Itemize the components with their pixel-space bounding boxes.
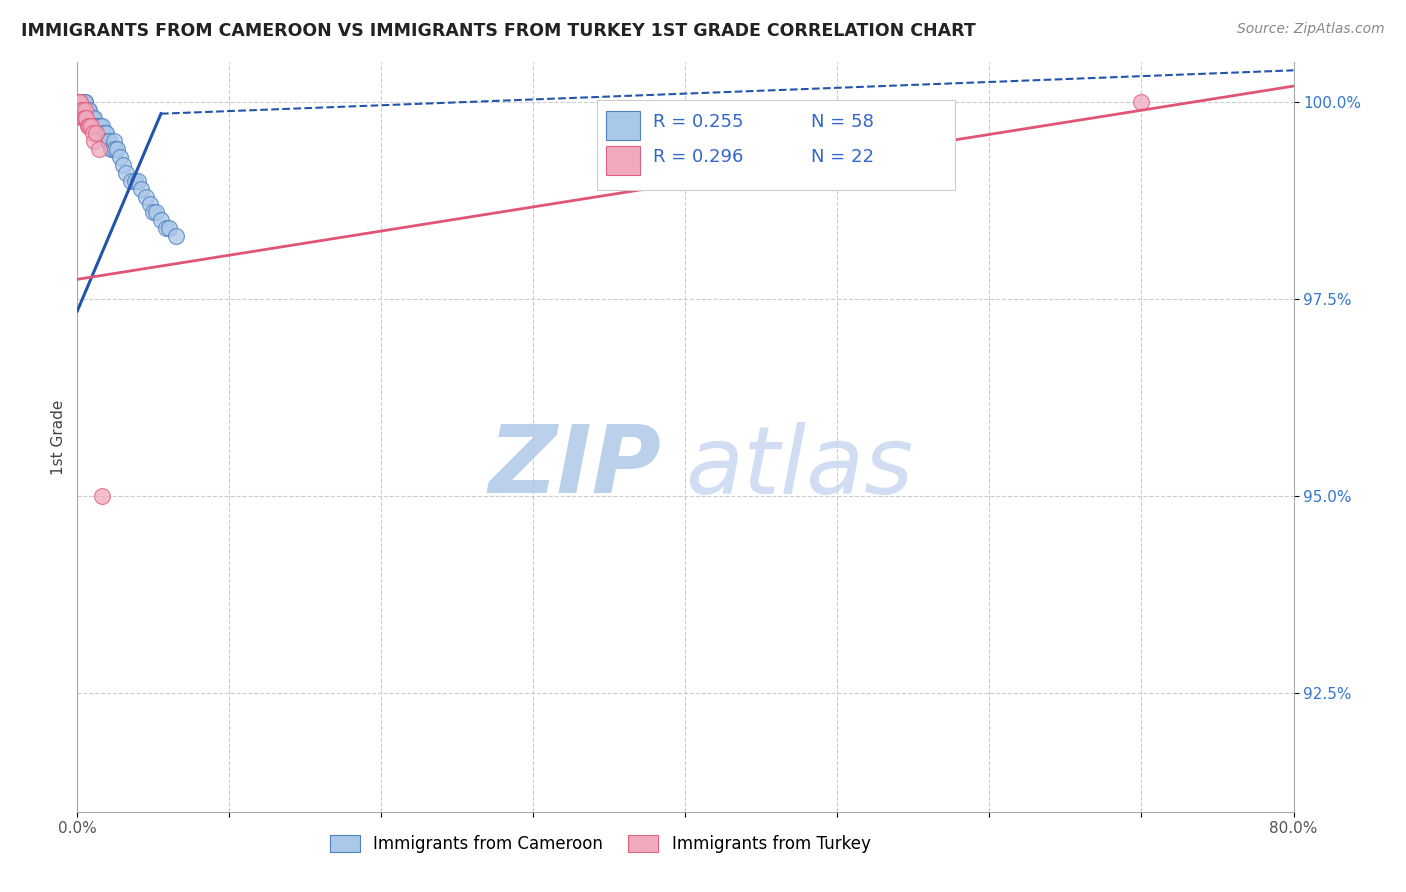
Point xyxy=(89,119,111,133)
Point xyxy=(83,111,105,125)
Point xyxy=(90,489,112,503)
Point xyxy=(83,134,105,148)
Point xyxy=(98,134,121,148)
Point xyxy=(105,142,128,156)
Point xyxy=(82,111,104,125)
Point xyxy=(69,95,91,109)
Point xyxy=(115,166,138,180)
Point xyxy=(91,127,114,141)
Point xyxy=(86,119,108,133)
Point xyxy=(75,103,97,117)
Y-axis label: 1st Grade: 1st Grade xyxy=(51,400,66,475)
Bar xyxy=(596,100,956,190)
Point xyxy=(70,95,93,109)
Point xyxy=(72,111,94,125)
Point xyxy=(75,111,97,125)
Point xyxy=(69,95,91,109)
Point xyxy=(75,103,97,117)
Point xyxy=(111,158,134,172)
Point xyxy=(79,119,101,133)
Point xyxy=(127,174,149,188)
Point xyxy=(84,127,107,141)
Point xyxy=(96,127,118,141)
Point xyxy=(72,95,94,109)
Point xyxy=(67,95,90,109)
Text: atlas: atlas xyxy=(686,422,914,513)
Point xyxy=(67,95,90,109)
Text: R = 0.255: R = 0.255 xyxy=(652,112,744,130)
Point xyxy=(83,119,105,133)
Point xyxy=(145,205,167,219)
Point xyxy=(149,213,172,227)
Point xyxy=(79,119,101,133)
Point xyxy=(73,103,96,117)
Text: IMMIGRANTS FROM CAMEROON VS IMMIGRANTS FROM TURKEY 1ST GRADE CORRELATION CHART: IMMIGRANTS FROM CAMEROON VS IMMIGRANTS F… xyxy=(21,22,976,40)
Point xyxy=(77,103,100,117)
Bar xyxy=(606,112,640,140)
Legend: Immigrants from Cameroon, Immigrants from Turkey: Immigrants from Cameroon, Immigrants fro… xyxy=(323,828,877,860)
Point xyxy=(73,111,96,125)
Point xyxy=(155,221,177,235)
Point xyxy=(77,111,100,125)
Point xyxy=(73,95,96,109)
Point xyxy=(108,150,131,164)
Point xyxy=(80,119,103,133)
Point xyxy=(80,111,103,125)
Point xyxy=(75,103,97,117)
Point xyxy=(67,95,90,109)
Point xyxy=(100,142,122,156)
Point xyxy=(70,95,93,109)
Text: N = 22: N = 22 xyxy=(811,148,873,166)
Text: N = 58: N = 58 xyxy=(811,112,873,130)
Point xyxy=(103,134,125,148)
Point xyxy=(73,103,96,117)
Text: R = 0.296: R = 0.296 xyxy=(652,148,742,166)
Point xyxy=(84,119,107,133)
Point xyxy=(101,142,124,156)
Point xyxy=(73,103,96,117)
Point xyxy=(70,103,93,117)
Point xyxy=(165,229,187,244)
Point xyxy=(77,103,100,117)
Text: Source: ZipAtlas.com: Source: ZipAtlas.com xyxy=(1237,22,1385,37)
Point xyxy=(90,119,112,133)
Point xyxy=(124,174,146,188)
Point xyxy=(142,205,165,219)
Point xyxy=(139,197,162,211)
Point xyxy=(67,95,90,109)
Point xyxy=(93,127,115,141)
Point xyxy=(70,95,93,109)
Point xyxy=(104,142,127,156)
Point xyxy=(77,119,100,133)
Point xyxy=(79,111,101,125)
Point xyxy=(135,189,157,203)
Point xyxy=(79,103,101,117)
Point xyxy=(1130,95,1153,109)
Point xyxy=(157,221,180,235)
Text: ZIP: ZIP xyxy=(488,421,661,513)
Point xyxy=(82,127,104,141)
Point xyxy=(73,95,96,109)
Point xyxy=(129,181,152,195)
Bar xyxy=(606,146,640,175)
Point xyxy=(72,95,94,109)
Point xyxy=(87,142,110,156)
Point xyxy=(120,174,142,188)
Point xyxy=(73,111,96,125)
Point xyxy=(82,111,104,125)
Point xyxy=(70,103,93,117)
Point xyxy=(97,134,120,148)
Point xyxy=(97,134,120,148)
Point xyxy=(77,111,100,125)
Point xyxy=(72,111,94,125)
Point xyxy=(70,103,93,117)
Point xyxy=(82,119,104,133)
Point xyxy=(87,119,110,133)
